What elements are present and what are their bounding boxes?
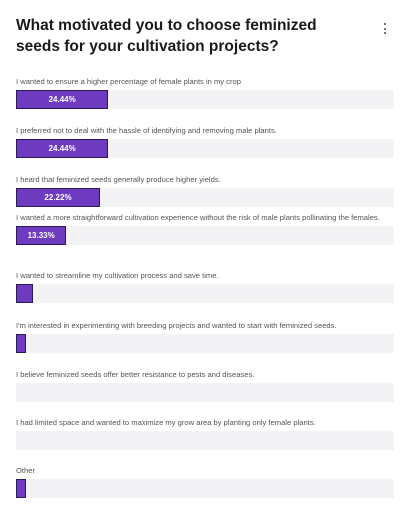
poll-option[interactable]: I'm interested in experimenting with bre… — [16, 321, 394, 353]
option-label: I'm interested in experimenting with bre… — [16, 321, 337, 330]
bar-fill — [16, 139, 109, 158]
bar-value-label: 24.44% — [48, 95, 76, 104]
bar-track — [16, 479, 394, 498]
poll-option[interactable]: I heard that feminized seeds generally p… — [16, 175, 394, 207]
bar-fill — [16, 479, 26, 498]
option-label: I wanted to streamline my cultivation pr… — [16, 271, 219, 280]
bar-track: 24.44% — [16, 90, 394, 109]
poll-option[interactable]: I preferred not to deal with the hassle … — [16, 126, 394, 158]
poll-option[interactable]: Other — [16, 466, 394, 498]
poll-option[interactable]: I believe feminized seeds offer better r… — [16, 370, 394, 402]
poll-option[interactable]: I had limited space and wanted to maximi… — [16, 418, 394, 450]
bar-fill — [16, 90, 109, 109]
bar-fill — [16, 334, 26, 353]
bar-value-label: 24.44% — [48, 144, 76, 153]
bar-track: 22.22% — [16, 188, 394, 207]
bar-fill — [16, 226, 67, 245]
poll-option[interactable]: I wanted to streamline my cultivation pr… — [16, 271, 394, 303]
bar-track — [16, 383, 394, 402]
bar-value-label: 13.33% — [27, 231, 55, 240]
bar-fill — [16, 284, 33, 303]
more-options-icon[interactable] — [380, 22, 390, 36]
bar-value-label: 22.22% — [44, 193, 72, 202]
bar-track: 13.33% — [16, 226, 394, 245]
option-label: I wanted to ensure a higher percentage o… — [16, 77, 241, 86]
option-label: I believe feminized seeds offer better r… — [16, 370, 255, 379]
bar-track — [16, 284, 394, 303]
bar-track: 24.44% — [16, 139, 394, 158]
option-label: I preferred not to deal with the hassle … — [16, 126, 277, 135]
bar-fill — [16, 188, 100, 207]
option-label: Other — [16, 466, 35, 475]
bar-track — [16, 431, 394, 450]
question-title: What motivated you to choose feminized s… — [16, 17, 317, 55]
poll-option[interactable]: I wanted to ensure a higher percentage o… — [16, 77, 394, 109]
option-label: I wanted a more straightforward cultivat… — [16, 213, 380, 222]
bar-track — [16, 334, 394, 353]
option-label: I heard that feminized seeds generally p… — [16, 175, 221, 184]
option-label: I had limited space and wanted to maximi… — [16, 418, 316, 427]
poll-option[interactable]: I wanted a more straightforward cultivat… — [16, 213, 394, 245]
